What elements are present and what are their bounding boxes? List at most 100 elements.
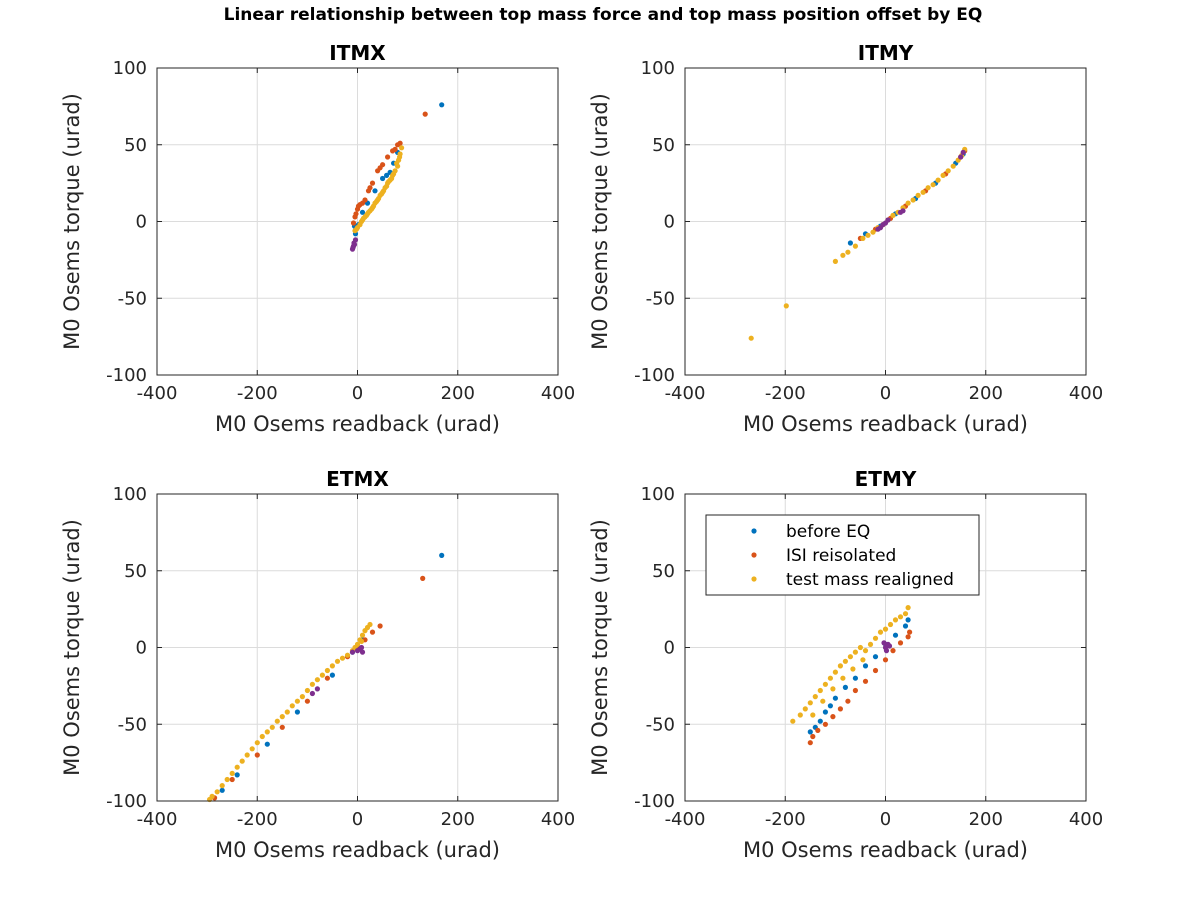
data-point: [886, 643, 893, 649]
data-point: [264, 729, 270, 735]
y-axis-label: M0 Osems torque (urad): [588, 93, 612, 350]
data-point: [351, 240, 357, 246]
legend: before EQ ISI reisolated test mass reali…: [705, 514, 980, 596]
data-point: [862, 663, 869, 669]
data-point: [945, 168, 951, 174]
data-point: [324, 667, 330, 674]
data-point: [239, 758, 245, 764]
series-test-mass-realigned: [790, 605, 911, 724]
y-tick-label: 0: [664, 638, 675, 659]
data-point: [219, 783, 225, 789]
data-point: [822, 721, 829, 727]
data-point: [872, 667, 879, 674]
x-axis-label: M0 Osems readback (urad): [743, 412, 1028, 436]
data-point: [353, 226, 360, 232]
data-point: [892, 617, 899, 623]
data-point: [309, 681, 315, 687]
data-point: [254, 752, 260, 758]
data-point: [890, 212, 896, 218]
data-point: [319, 672, 325, 678]
data-point: [377, 623, 383, 629]
x-tick-label: 200: [969, 383, 1003, 404]
data-point: [832, 695, 839, 701]
series-unlabeled: [875, 149, 966, 232]
data-point: [862, 648, 869, 654]
data-point: [359, 632, 366, 638]
data-point: [812, 694, 818, 700]
data-point: [915, 192, 921, 198]
data-point: [244, 752, 250, 758]
data-point: [329, 672, 335, 678]
panel-title: ETMY: [855, 467, 917, 491]
panel-itmx: -400 -200 0 200 400 -100 -50 0 50 100 ITMX M0 Osems…: [60, 41, 575, 436]
data-point: [815, 727, 821, 734]
data-point: [304, 687, 310, 694]
data-point: [810, 712, 816, 718]
data-point: [249, 746, 255, 752]
x-tick-label: 400: [1069, 809, 1103, 830]
data-point: [367, 621, 373, 628]
data-point: [847, 240, 854, 246]
data-point: [380, 175, 386, 182]
y-tick-label: 50: [652, 561, 675, 582]
data-point: [259, 733, 265, 740]
data-point: [827, 703, 834, 709]
x-tick-label: -200: [237, 809, 278, 830]
data-point: [925, 185, 931, 191]
panel-title: ITMY: [858, 41, 914, 65]
data-point: [882, 626, 889, 632]
data-point: [950, 163, 956, 169]
data-point: [902, 611, 909, 617]
data-point: [827, 675, 834, 681]
data-point: [930, 182, 936, 188]
data-point: [397, 140, 403, 146]
y-tick-label: -50: [118, 714, 147, 735]
series-before-eq: [807, 617, 911, 735]
data-point: [920, 189, 926, 195]
x-tick-label: -400: [665, 383, 706, 404]
data-point: [820, 698, 826, 704]
data-point: [822, 709, 829, 715]
data-point: [329, 663, 335, 669]
y-tick-label: -100: [106, 791, 147, 812]
y-tick-label: -100: [634, 791, 675, 812]
data-point: [359, 209, 366, 215]
data-point: [279, 714, 285, 720]
x-tick-label: 0: [880, 809, 891, 830]
data-point: [284, 709, 290, 715]
data-point: [439, 102, 445, 108]
x-tick-label: 0: [352, 809, 363, 830]
data-point: [870, 229, 876, 235]
y-tick-label: 50: [652, 135, 675, 156]
x-tick-label: 400: [1069, 383, 1103, 404]
data-point: [384, 172, 390, 178]
data-point: [219, 787, 225, 793]
data-point: [817, 718, 823, 724]
data-point: [857, 644, 864, 651]
y-tick-label: 0: [136, 212, 147, 233]
data-point: [397, 154, 403, 160]
data-point: [883, 648, 890, 654]
data-point: [832, 258, 839, 264]
legend-label-isi-reisolated: ISI reisolated: [786, 546, 896, 566]
data-point: [309, 690, 315, 697]
x-tick-label: 200: [969, 809, 1003, 830]
data-point: [802, 706, 808, 712]
data-point: [790, 718, 796, 724]
data-point: [394, 160, 400, 166]
data-point: [867, 641, 874, 648]
x-tick-label: 400: [541, 809, 575, 830]
data-point: [384, 183, 390, 189]
data-point: [358, 644, 365, 651]
x-tick-label: -400: [137, 383, 178, 404]
data-point: [369, 180, 376, 186]
legend-marker-isi-reisolated: [751, 552, 757, 558]
data-point: [905, 605, 911, 611]
y-axis-label: M0 Osems torque (urad): [588, 519, 612, 776]
x-tick-label: 200: [441, 383, 475, 404]
legend-marker-before-eq: [751, 528, 757, 534]
legend-marker-test-mass-realigned: [751, 576, 757, 582]
data-point: [359, 200, 366, 206]
data-point: [845, 698, 851, 704]
y-tick-label: 50: [124, 561, 147, 582]
